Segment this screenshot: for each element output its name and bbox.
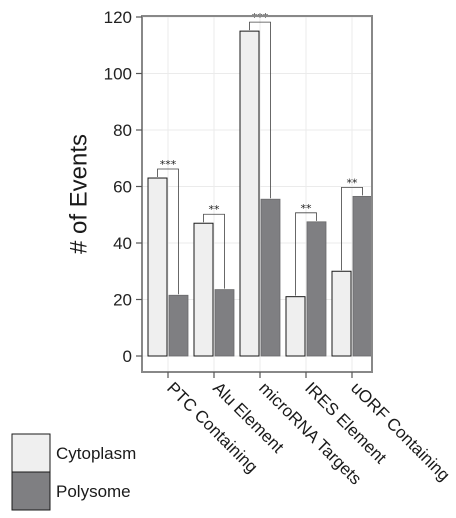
y-tick-label: 20 [113,291,132,310]
bar-polysome-2 [214,289,235,357]
bar-polysome-3 [260,198,281,357]
significance-brackets: ************ [157,11,363,296]
y-tick-label: 100 [104,65,132,84]
significance-label: ** [347,176,359,189]
bars [147,30,373,357]
significance-bracket [203,213,225,289]
y-tick-label: 0 [123,347,132,366]
y-tick-label: 40 [113,234,132,253]
significance-bracket [295,212,317,296]
bar-cytoplasm-4 [285,296,306,357]
bar-polysome-4 [306,221,327,357]
significance-label: *** [160,158,177,171]
bar-cytoplasm-3 [239,30,260,357]
bar-cytoplasm-5 [331,270,352,357]
significance-bracket [249,21,271,199]
bar-polysome-5 [352,195,373,357]
significance-label: ** [209,203,221,216]
significance-bracket [341,186,363,271]
legend-label-polysome: Polysome [56,482,131,501]
bar-polysome-1 [168,294,189,357]
bar-cytoplasm-1 [147,177,168,357]
plot-frame [141,15,373,373]
legend: Cytoplasm Polysome [11,433,136,511]
y-tick-label: 120 [104,8,132,27]
legend-swatch-cytoplasm [11,433,51,473]
y-axis-title: # of Events [65,134,92,254]
significance-bracket [157,168,179,295]
legend-swatch-polysome [11,471,51,511]
y-axis-ticks: 0 20 40 60 80 100 120 [104,8,142,366]
bar-cytoplasm-2 [193,222,214,357]
significance-label: ** [301,202,313,215]
y-tick-label: 60 [113,178,132,197]
legend-label-cytoplasm: Cytoplasm [56,444,136,463]
y-tick-label: 80 [113,121,132,140]
significance-label: *** [252,11,269,24]
